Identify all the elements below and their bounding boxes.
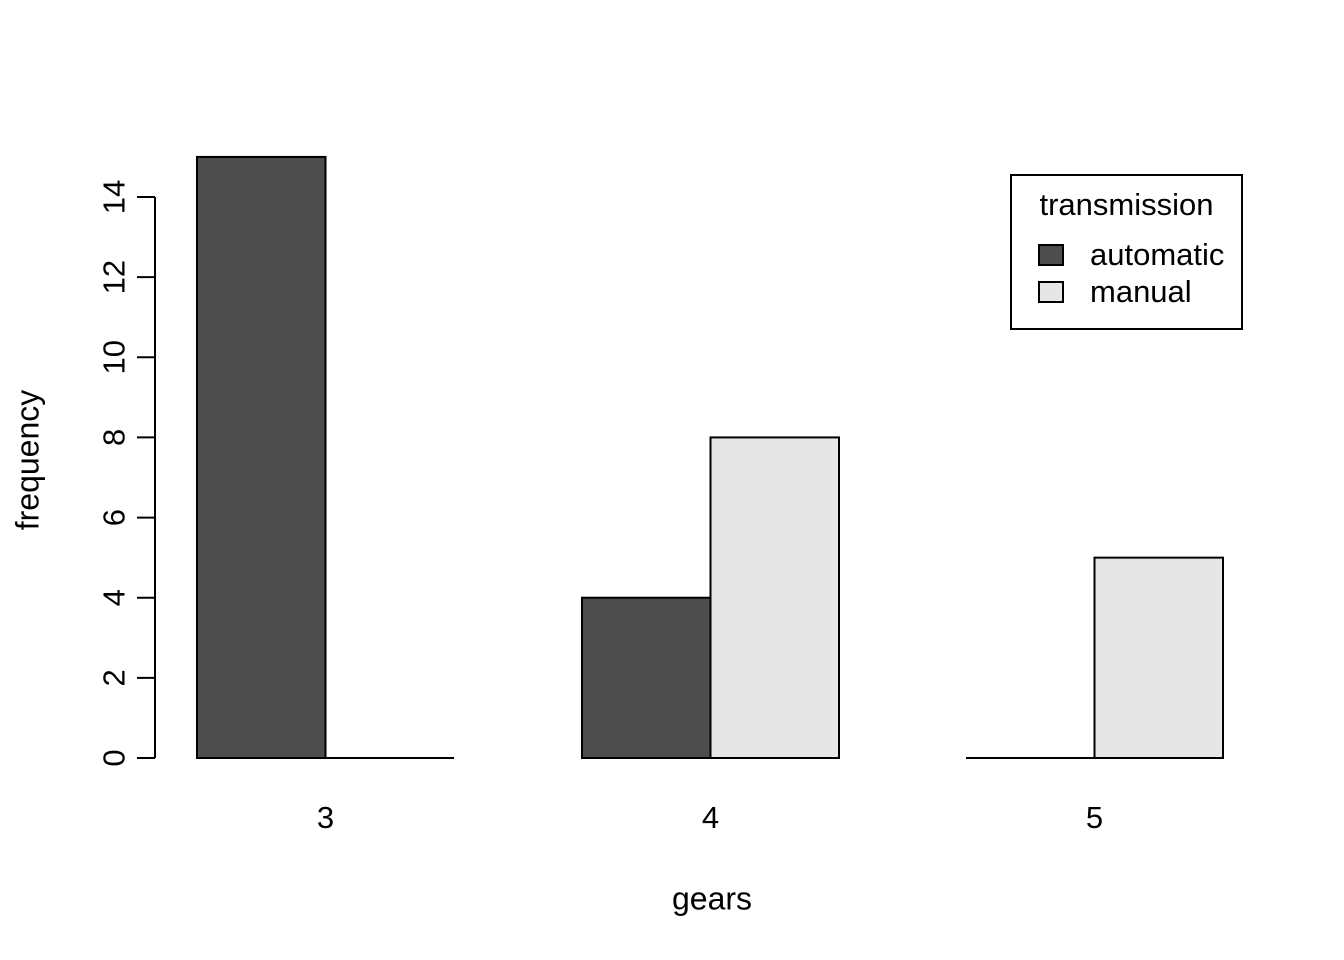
bar-gears3-automatic (196, 155, 327, 759)
y-tick-label: 12 (97, 260, 132, 294)
y-tick-label: 10 (97, 340, 132, 374)
y-tick-label: 4 (97, 589, 132, 606)
x-axis-label: gears (671, 880, 753, 917)
legend-swatch-manual-icon (1038, 280, 1064, 303)
y-tick-label: 6 (97, 509, 132, 526)
legend-entry-automatic: automatic (1012, 236, 1241, 273)
y-tick-label: 2 (97, 669, 132, 686)
legend-swatch-automatic-icon (1038, 243, 1064, 266)
y-tick-label: 0 (97, 749, 132, 766)
legend-label-automatic: automatic (1090, 236, 1225, 272)
x-tick-label-5: 5 (1086, 800, 1103, 835)
y-axis-label: frequency (9, 389, 46, 531)
bar-gears4-automatic (581, 596, 712, 760)
y-tick-label: 14 (97, 180, 132, 214)
legend-entry-manual: manual (1012, 273, 1241, 310)
x-tick-label-4: 4 (702, 800, 719, 835)
x-tick-label-3: 3 (317, 800, 334, 835)
legend: transmission automatic manual (1010, 174, 1243, 330)
y-tick-label: 8 (97, 429, 132, 446)
legend-title: transmission (1039, 187, 1214, 222)
bar-gears5-manual (1093, 556, 1224, 760)
legend-label-manual: manual (1090, 273, 1192, 309)
bar-gears4-manual (709, 436, 840, 759)
